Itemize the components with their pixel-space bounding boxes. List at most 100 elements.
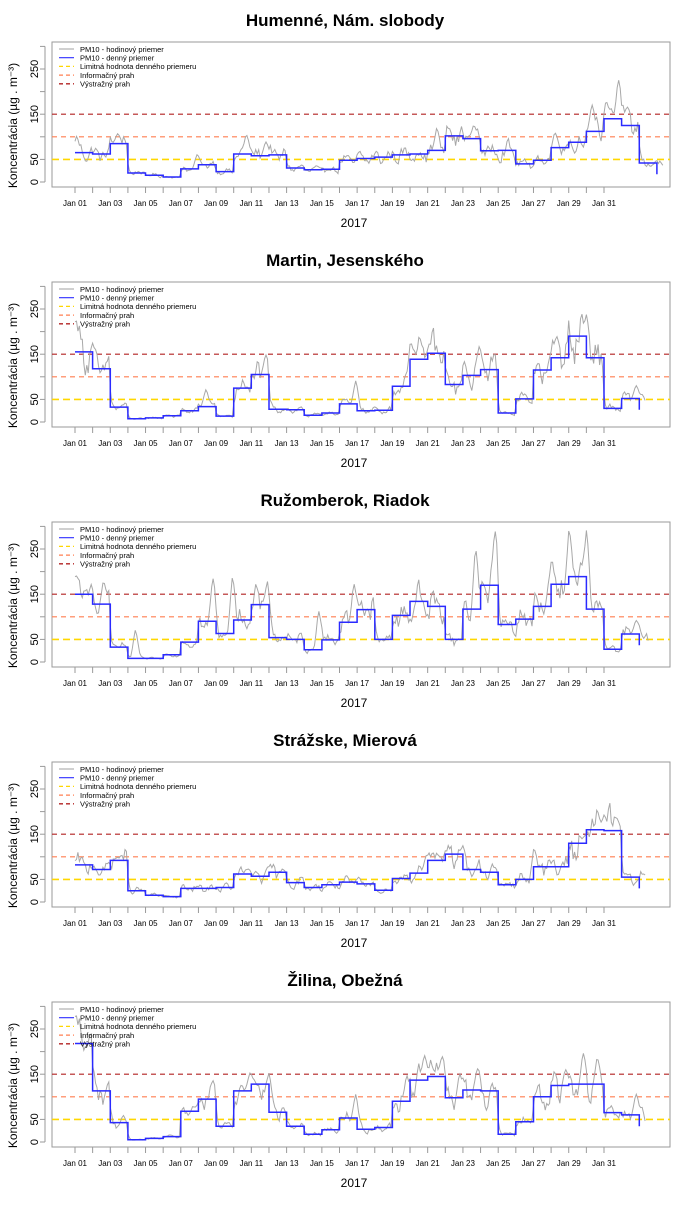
y-tick-label: 0 [29,179,41,185]
y-axis: 0 50 150 250 Koncentrácia (µg . m⁻³) [6,285,46,428]
chart-panel: Žilina, Obežná 0 50 150 250 Koncentrácia (µg … [6,971,671,1190]
x-tick-label: Jan 21 [416,679,441,688]
x-tick-label: Jan 31 [592,439,617,448]
x-tick-label: Jan 27 [521,1159,546,1168]
y-axis: 0 50 150 250 Koncentrácia (µg . m⁻³) [6,525,46,668]
x-tick-label: Jan 21 [416,199,441,208]
y-axis-label: Koncentrácia (µg . m⁻³) [6,543,20,668]
x-tick-label: Jan 05 [134,439,159,448]
y-axis-label: Koncentrácia (µg . m⁻³) [6,303,20,428]
x-tick-label: Jan 21 [416,919,441,928]
x-tick-label: Jan 09 [204,679,229,688]
x-tick-label: Jan 13 [275,439,300,448]
x-tick-label: Jan 25 [486,1159,511,1168]
y-tick-label: 0 [29,659,41,665]
chart-title: Strážske, Mierová [273,731,417,750]
x-tick-label: Jan 01 [63,199,88,208]
hourly-mean-line [74,314,646,420]
daily-mean-step-line [75,575,641,660]
x-tick-label: Jan 05 [134,679,159,688]
x-tick-label: Jan 31 [592,1159,617,1168]
x-tick-label: Jan 05 [134,1159,159,1168]
legend-label: Výstražný prah [80,560,130,569]
y-tick-label: 250 [29,300,41,318]
x-tick-label: Jan 07 [169,439,194,448]
legend-label: Limitná hodnota denného priemeru [80,542,196,551]
x-tick-label: Jan 23 [451,679,476,688]
x-tick-label: Jan 01 [63,1159,88,1168]
legend-label: Limitná hodnota denného priemeru [80,782,196,791]
x-tick-label: Jan 07 [169,1159,194,1168]
legend-label: PM10 - denný priemer [80,1014,155,1023]
x-tick-label: Jan 15 [310,1159,335,1168]
x-tick-label: Jan 19 [380,1159,405,1168]
x-tick-label: Jan 11 [240,1159,264,1168]
plot-area [52,314,670,420]
x-tick-label: Jan 13 [275,919,300,928]
x-tick-label: Jan 17 [345,919,370,928]
y-axis-label: Koncentrácia (µg . m⁻³) [6,1023,20,1148]
x-tick-label: Jan 21 [416,1159,441,1168]
daily-mean-step-line [75,1042,641,1141]
x-axis: Jan 01 Jan 03 Jan 05 Jan 07 Jan 09 Jan 11 Jan … [63,427,617,470]
legend-label: PM10 - hodinový priemer [80,45,164,54]
y-tick-label: 150 [29,585,41,603]
daily-mean-step-line [75,828,641,898]
x-tick-label: Jan 15 [310,199,335,208]
x-tick-label: Jan 21 [416,439,441,448]
plot-area [52,80,670,179]
x-tick-label: Jan 01 [63,679,88,688]
y-tick-label: 0 [29,1139,41,1145]
legend-label: Výstražný prah [80,800,130,809]
y-tick-label: 0 [29,899,41,905]
y-tick-label: 250 [29,60,41,78]
y-tick-label: 50 [29,873,41,885]
y-axis-label: Koncentrácia (µg . m⁻³) [6,783,20,908]
legend-label: Výstražný prah [80,320,130,329]
chart-title: Žilina, Obežná [287,971,403,990]
legend-label: PM10 - denný priemer [80,774,155,783]
x-tick-label: Jan 03 [98,199,123,208]
x-tick-label: Jan 31 [592,919,617,928]
x-tick-label: Jan 17 [345,439,370,448]
x-axis: Jan 01 Jan 03 Jan 05 Jan 07 Jan 09 Jan 11 Jan … [63,1147,617,1190]
y-tick-label: 50 [29,153,41,165]
x-tick-label: Jan 13 [275,199,300,208]
legend-label: PM10 - denný priemer [80,534,155,543]
y-tick-label: 250 [29,540,41,558]
chart-panel: Humenné, Nám. slobody 0 50 150 250 Koncentrác… [6,11,671,230]
chart-title: Humenné, Nám. slobody [246,11,445,30]
x-tick-label: Jan 29 [557,439,582,448]
x-axis: Jan 01 Jan 03 Jan 05 Jan 07 Jan 09 Jan 11 Jan … [63,667,617,710]
x-tick-label: Jan 03 [98,919,123,928]
chart-panel: Martin, Jesenského 0 50 150 250 Koncentrácia … [6,251,671,470]
x-tick-label: Jan 29 [557,679,582,688]
y-axis: 0 50 150 250 Koncentrácia (µg . m⁻³) [6,45,46,188]
x-tick-label: Jan 23 [451,919,476,928]
x-tick-label: Jan 25 [486,919,511,928]
x-tick-label: Jan 11 [240,439,264,448]
x-tick-label: Jan 27 [521,199,546,208]
x-tick-label: Jan 23 [451,439,476,448]
y-tick-label: 50 [29,1113,41,1125]
x-tick-label: Jan 17 [345,679,370,688]
chart-title: Ružomberok, Riadok [260,491,430,510]
legend-label: PM10 - hodinový priemer [80,525,164,534]
x-tick-label: Jan 29 [557,1159,582,1168]
y-axis: 0 50 150 250 Koncentrácia (µg . m⁻³) [6,765,46,908]
x-tick-label: Jan 31 [592,679,617,688]
x-tick-label: Jan 17 [345,1159,370,1168]
legend-label: Výstražný prah [80,80,130,89]
y-tick-label: 150 [29,825,41,843]
x-tick-label: Jan 03 [98,679,123,688]
y-tick-label: 250 [29,780,41,798]
legend-label: PM10 - hodinový priemer [80,765,164,774]
x-axis-label: 2017 [341,456,368,470]
x-axis-label: 2017 [341,1176,368,1190]
x-tick-label: Jan 05 [134,199,159,208]
y-tick-label: 0 [29,419,41,425]
x-tick-label: Jan 03 [98,1159,123,1168]
